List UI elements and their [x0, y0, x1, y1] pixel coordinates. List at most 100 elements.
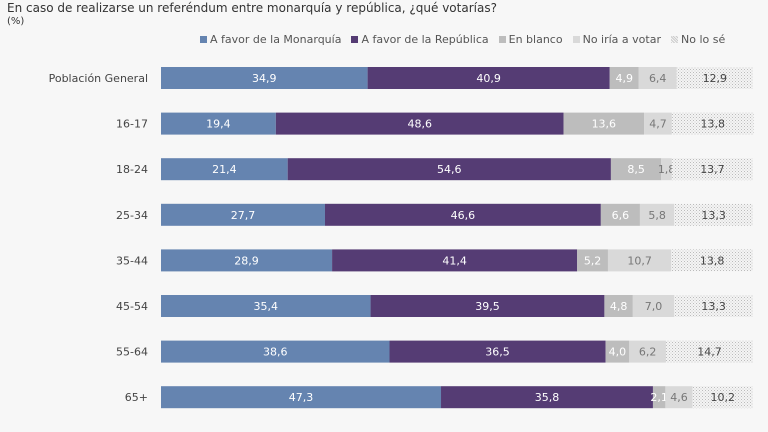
bar-segment	[161, 203, 325, 226]
data-label: 13,8	[700, 118, 725, 131]
data-label: 8,5	[627, 163, 645, 176]
legend-swatch	[200, 36, 207, 43]
data-label: 4,7	[649, 118, 667, 131]
data-label: 4,0	[609, 346, 627, 359]
legend-label: A favor de la Monarquía	[210, 33, 342, 46]
data-label: 41,4	[442, 254, 467, 267]
legend-label: En blanco	[508, 33, 563, 46]
bar-segment	[671, 158, 753, 181]
bar-segment	[605, 340, 630, 363]
legend-swatch	[351, 36, 359, 43]
bar-segment	[287, 158, 611, 181]
data-label: 14,7	[697, 346, 722, 359]
data-label: 12,9	[703, 72, 728, 85]
category-label: 65+	[125, 391, 148, 404]
legend-item: En blanco	[498, 33, 563, 46]
data-label: 6,2	[639, 346, 657, 359]
data-label: 39,5	[475, 300, 500, 313]
bar-segment	[638, 67, 677, 89]
data-label: 47,3	[289, 391, 314, 404]
data-label: 28,9	[234, 254, 259, 267]
data-label: 1,8	[658, 163, 676, 176]
data-label: 6,6	[612, 209, 630, 222]
bar-segment	[629, 340, 666, 363]
data-label: 4,9	[615, 72, 633, 85]
legend-swatch	[498, 36, 506, 43]
data-label: 10,7	[627, 254, 652, 267]
bar-segment	[692, 386, 753, 409]
data-label: 40,9	[476, 72, 501, 85]
data-label: 13,8	[700, 254, 725, 267]
legend-item: A favor de la República	[351, 33, 489, 46]
bar-segment	[661, 158, 672, 181]
bar-segment	[652, 386, 666, 409]
data-label: 36,5	[485, 346, 510, 359]
legend-label: No lo sé	[680, 33, 726, 46]
bar-segment	[639, 203, 675, 226]
chart-title: En caso de realizarse un referéndum entr…	[7, 1, 497, 15]
category-label: 45-54	[116, 300, 148, 313]
bar-segment	[275, 112, 564, 135]
bar-segment	[674, 295, 753, 317]
category-label: 18-24	[116, 163, 148, 176]
legend-item: A favor de la Monarquía	[200, 33, 341, 46]
bar-segment	[610, 158, 662, 181]
data-label: 48,6	[407, 118, 432, 131]
bar-segment	[563, 112, 645, 135]
data-label: 54,6	[437, 163, 462, 176]
bar-segment	[644, 112, 672, 135]
bar-segment	[332, 249, 578, 272]
legend-swatch	[670, 36, 678, 43]
bar-segment	[441, 386, 653, 409]
legend-item: No lo sé	[670, 33, 726, 46]
data-label: 13,3	[701, 209, 726, 222]
data-label: 38,6	[263, 346, 288, 359]
category-label: 35-44	[116, 254, 148, 267]
bar-segment	[161, 112, 276, 135]
data-label: 5,2	[584, 254, 602, 267]
category-label: Población General	[49, 72, 148, 85]
data-label: 4,8	[610, 300, 628, 313]
data-label: 46,6	[451, 209, 476, 222]
data-label: 13,6	[592, 118, 617, 131]
bar-segment	[676, 67, 753, 89]
data-label: 13,3	[701, 300, 726, 313]
bar-segment	[161, 158, 288, 181]
bar-segment	[161, 295, 371, 317]
data-label: 4,6	[670, 391, 688, 404]
legend: A favor de la Monarquía A favor de la Rep…	[200, 33, 725, 46]
bar-segment	[370, 295, 605, 317]
data-label: 19,4	[206, 118, 231, 131]
data-label: 35,4	[254, 300, 279, 313]
data-label: 35,8	[535, 391, 560, 404]
bar-segment	[609, 67, 639, 89]
bar-segment	[607, 249, 672, 272]
bar-segment	[665, 340, 753, 363]
data-label: 21,4	[212, 163, 237, 176]
data-label: 10,2	[711, 391, 736, 404]
bar-segment	[674, 203, 753, 226]
data-label: 5,8	[648, 209, 666, 222]
bar-segment	[671, 112, 754, 135]
bar-segment	[324, 203, 601, 226]
bar-segment	[671, 249, 753, 272]
bar-segment	[665, 386, 693, 409]
bar-segment	[367, 67, 610, 89]
bar-segment	[632, 295, 675, 317]
bar-segment	[161, 249, 333, 272]
category-label: 55-64	[116, 346, 148, 359]
bar-segment	[577, 249, 608, 272]
bar-segment	[600, 203, 640, 226]
legend-label: A favor de la República	[361, 33, 489, 46]
data-label: 27,7	[231, 209, 256, 222]
legend-item: No iría a votar	[572, 33, 661, 46]
data-label: 2,1	[650, 391, 668, 404]
bar-segment	[161, 340, 390, 363]
bar-segment	[161, 67, 368, 89]
bar-segment	[389, 340, 606, 363]
data-label: 6,4	[649, 72, 667, 85]
category-label: 25-34	[116, 209, 148, 222]
legend-label: No iría a votar	[582, 33, 661, 46]
data-label: 34,9	[252, 72, 277, 85]
